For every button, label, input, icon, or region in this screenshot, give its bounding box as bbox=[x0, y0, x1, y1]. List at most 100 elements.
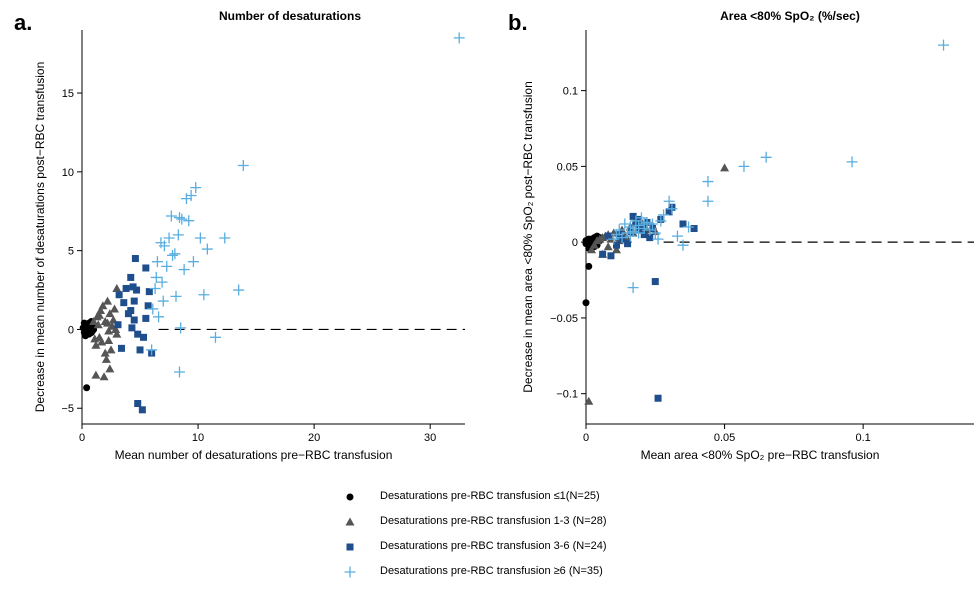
x-tick-label: 20 bbox=[308, 432, 320, 444]
data-point bbox=[702, 176, 714, 188]
data-point bbox=[624, 240, 632, 248]
data-point bbox=[585, 262, 593, 270]
data-point bbox=[103, 296, 113, 305]
data-point bbox=[652, 233, 664, 245]
legend-label: Desaturations pre-RBC transfusion ≥6 (N=… bbox=[380, 565, 603, 577]
x-axis-label: Mean area <80% SpO₂ pre−RBC transfusion bbox=[641, 448, 880, 462]
data-point bbox=[938, 39, 950, 51]
data-point bbox=[585, 238, 593, 246]
data-point bbox=[173, 212, 185, 224]
data-point bbox=[187, 256, 199, 268]
data-point bbox=[640, 231, 648, 239]
data-point bbox=[140, 333, 148, 341]
data-point bbox=[624, 230, 636, 242]
data-point bbox=[610, 229, 622, 241]
y-tick-label: 15 bbox=[62, 88, 74, 100]
data-point bbox=[633, 227, 645, 239]
data-point bbox=[111, 324, 121, 333]
data-point bbox=[720, 163, 730, 172]
data-point bbox=[150, 271, 162, 283]
data-point bbox=[175, 322, 187, 334]
y-tick-label: 0.05 bbox=[557, 161, 578, 173]
data-point bbox=[635, 212, 647, 224]
data-point bbox=[608, 233, 620, 245]
data-point bbox=[604, 232, 612, 240]
data-point bbox=[80, 319, 88, 327]
data-point bbox=[237, 160, 249, 172]
data-point bbox=[157, 295, 169, 307]
data-point bbox=[136, 346, 144, 354]
data-point bbox=[134, 330, 142, 338]
data-point bbox=[91, 340, 101, 349]
data-point bbox=[145, 288, 153, 296]
y-tick-label: −0.05 bbox=[550, 313, 578, 325]
data-point bbox=[690, 225, 698, 233]
data-point bbox=[114, 321, 122, 329]
y-tick-label: −0.1 bbox=[556, 389, 578, 401]
data-point bbox=[655, 215, 667, 227]
data-point bbox=[173, 366, 185, 378]
legend-label: Desaturations pre-RBC transfusion ≤1(N=2… bbox=[380, 490, 600, 502]
data-point bbox=[646, 234, 654, 242]
panel-a-title: Number of desaturations bbox=[218, 9, 362, 23]
data-point bbox=[616, 232, 628, 244]
data-point bbox=[178, 264, 190, 276]
data-point bbox=[142, 314, 150, 322]
data-point bbox=[153, 311, 165, 323]
x-tick-label: 0.05 bbox=[714, 432, 735, 444]
plot-0: 0 10 20 30 −5 0 5 10 15 Mean number of desaturati… bbox=[33, 30, 465, 462]
data-point bbox=[846, 156, 858, 168]
y-tick-label: 0 bbox=[68, 324, 74, 336]
panel-b-letter: b. bbox=[508, 10, 528, 35]
data-point bbox=[651, 278, 659, 286]
data-point bbox=[83, 384, 91, 392]
data-point bbox=[149, 282, 161, 294]
data-point bbox=[738, 160, 750, 172]
data-point bbox=[172, 229, 184, 241]
data-point bbox=[611, 245, 621, 254]
data-point bbox=[112, 329, 122, 338]
data-point bbox=[169, 248, 181, 260]
data-point bbox=[147, 303, 159, 315]
data-point bbox=[93, 320, 103, 329]
data-point bbox=[105, 364, 115, 373]
data-point bbox=[654, 394, 662, 402]
data-point bbox=[194, 232, 206, 244]
data-point bbox=[161, 260, 173, 272]
data-point bbox=[142, 264, 150, 272]
x-tick-label: 0 bbox=[79, 432, 85, 444]
data-point bbox=[133, 286, 141, 294]
data-point bbox=[702, 195, 714, 207]
x-tick-label: 0.1 bbox=[855, 432, 870, 444]
data-point bbox=[190, 182, 202, 194]
data-point bbox=[109, 304, 119, 313]
data-point bbox=[629, 212, 637, 220]
data-point bbox=[599, 250, 607, 258]
plus-marker-icon bbox=[344, 566, 356, 578]
chart-area: 0 10 20 30 −5 0 5 10 15 Mean number of desaturati… bbox=[33, 30, 974, 462]
data-point bbox=[635, 215, 643, 223]
data-point bbox=[663, 195, 675, 207]
data-point bbox=[122, 284, 130, 292]
data-point bbox=[613, 224, 625, 236]
data-point bbox=[630, 223, 642, 235]
x-axis-label: Mean number of desaturations pre−RBC tra… bbox=[115, 448, 393, 462]
data-point bbox=[99, 372, 109, 381]
data-point bbox=[163, 232, 175, 244]
data-point bbox=[127, 307, 135, 315]
data-point bbox=[91, 370, 101, 379]
data-point bbox=[127, 273, 135, 281]
data-point bbox=[607, 252, 615, 260]
data-point bbox=[165, 210, 177, 222]
data-point bbox=[97, 337, 107, 346]
data-point bbox=[683, 221, 695, 233]
data-point bbox=[176, 213, 188, 225]
data-point bbox=[131, 255, 139, 263]
x-tick-label: 10 bbox=[192, 432, 204, 444]
data-point bbox=[167, 249, 179, 261]
data-point bbox=[100, 348, 110, 357]
data-point bbox=[151, 256, 163, 268]
data-point bbox=[96, 306, 106, 315]
data-point bbox=[201, 243, 213, 255]
data-point bbox=[86, 327, 94, 335]
